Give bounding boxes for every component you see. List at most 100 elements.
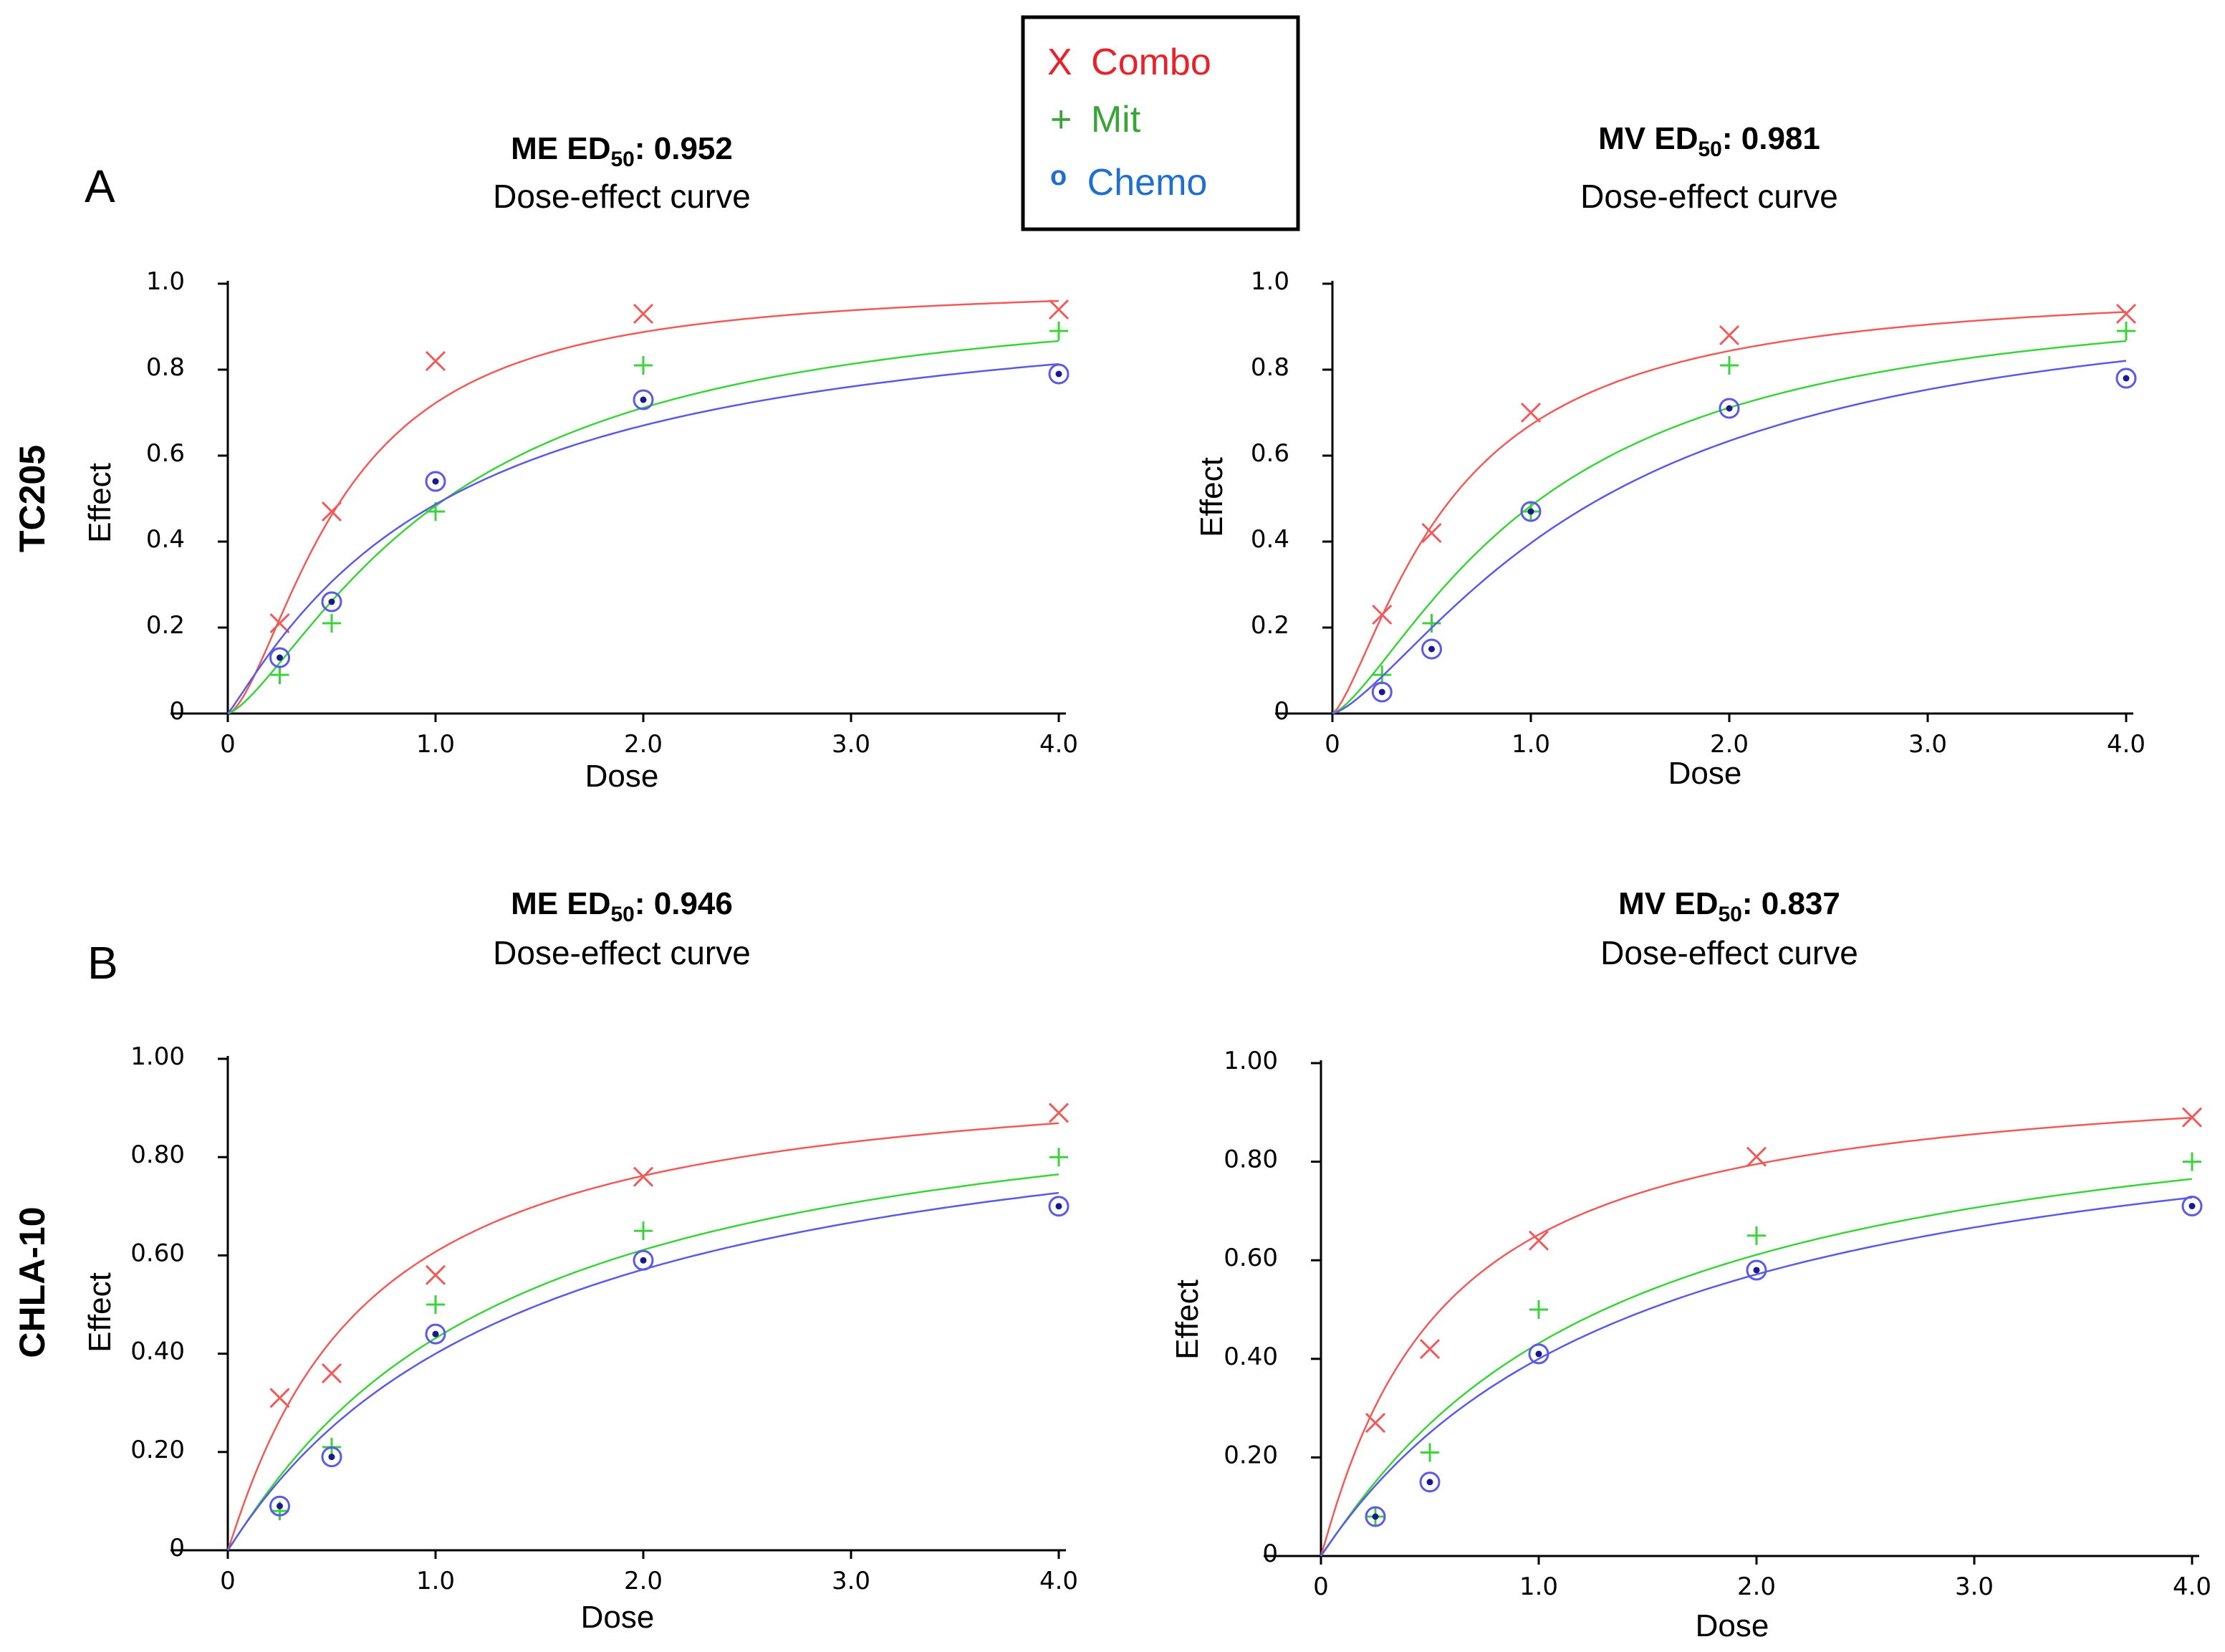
point-combo xyxy=(2115,303,2137,325)
point-combo xyxy=(1048,1103,1070,1123)
y-tick-label: 1.0 xyxy=(146,267,185,296)
curve-chemo xyxy=(226,1191,1059,1551)
chart-title: ME ED50: 0.946 xyxy=(511,886,733,926)
x-axis-label: Dose xyxy=(581,1600,655,1635)
y-axis-label: Effect xyxy=(1170,1279,1205,1360)
point-chemo xyxy=(321,591,342,613)
chart-title: MV ED50: 0.837 xyxy=(1618,886,1840,926)
legend: X Combo + Mit o Chemo xyxy=(1021,15,1300,231)
curve-combo xyxy=(1332,311,2127,714)
curve-mit xyxy=(1320,1178,2193,1557)
point-mit xyxy=(1049,1148,1068,1167)
point-combo xyxy=(425,350,446,372)
y-tick-label: 0.60 xyxy=(130,1239,185,1267)
curve-mit xyxy=(227,340,1059,715)
x-tick-label: 0 xyxy=(1325,730,1340,759)
y-tick-label: 0.6 xyxy=(1251,439,1289,468)
x-tick-label: 0 xyxy=(220,730,236,759)
x-axis-label: Dose xyxy=(1696,1608,1769,1643)
y-tick-label: 0 xyxy=(1262,1540,1278,1568)
point-mit xyxy=(322,614,341,633)
point-combo xyxy=(1520,402,1542,423)
x-axis-label: Dose xyxy=(1668,756,1742,791)
point-chemo xyxy=(1746,1259,1767,1281)
chart-subtitle: Dose-effect curve xyxy=(493,178,751,215)
point-combo xyxy=(633,303,654,325)
x-tick-label: 3.0 xyxy=(832,1567,870,1595)
x-axis-label: Dose xyxy=(585,759,659,794)
x-tick-label: 0 xyxy=(220,1567,236,1595)
chart-tc205-me: ME ED50: 0.952 Dose-effect curve Dose Ef… xyxy=(82,131,1078,794)
y-tick-label: 1.0 xyxy=(1251,267,1289,296)
x-tick-label: 2.0 xyxy=(1710,730,1749,759)
x-tick-label: 1.0 xyxy=(416,730,455,759)
x-tick-label: 1.0 xyxy=(1512,730,1550,759)
point-chemo xyxy=(1048,363,1070,385)
y-tick-label: 0.40 xyxy=(130,1338,185,1366)
x-tick-label: 2.0 xyxy=(1737,1572,1776,1601)
x-tick-label: 1.0 xyxy=(416,1567,455,1595)
point-combo xyxy=(1365,1413,1386,1434)
x-tick-label: 3.0 xyxy=(1955,1572,1994,1601)
y-tick-label: 0.80 xyxy=(130,1140,185,1169)
y-tick-label: 0 xyxy=(1274,697,1289,726)
chart-subtitle: Dose-effect curve xyxy=(493,934,751,971)
curve-mit xyxy=(1332,340,2127,715)
curve-chemo xyxy=(227,362,1059,714)
plot-area: 0 0.20 0.40 0.60 0.80 1.00 0 1.0 2.0 3.0 4.0 xyxy=(130,1042,1078,1595)
plot-area: 0 0.20 0.40 0.60 0.80 1.00 0 1.0 2.0 3.0 4.0 xyxy=(1224,1047,2211,1601)
point-combo xyxy=(1048,299,1070,320)
chart-title: MV ED50: 0.981 xyxy=(1598,121,1820,161)
point-mit xyxy=(1747,1226,1766,1245)
point-combo xyxy=(321,501,342,522)
point-chemo xyxy=(1719,398,1740,419)
y-tick-label: 1.00 xyxy=(1224,1047,1278,1075)
curve-combo xyxy=(1320,1116,2193,1557)
point-combo xyxy=(321,1363,342,1384)
y-tick-label: 1.00 xyxy=(130,1042,185,1071)
legend-item-mit: + Mit xyxy=(1050,99,1141,140)
x-tick-label: 3.0 xyxy=(832,730,870,759)
y-tick-label: 0.2 xyxy=(146,611,185,640)
point-chemo xyxy=(633,1249,654,1271)
point-combo xyxy=(1419,1338,1441,1360)
legend-label-mit: Mit xyxy=(1091,99,1141,140)
legend-item-combo: X Combo xyxy=(1047,42,1211,83)
x-tick-label: 2.0 xyxy=(624,1567,663,1595)
cell-line-label-a: TC205 xyxy=(12,445,52,552)
y-tick-label: 0.4 xyxy=(1251,525,1289,554)
panel-letter-a: A xyxy=(85,160,115,212)
panel-letter-b: B xyxy=(87,937,118,989)
point-chemo xyxy=(1421,638,1442,660)
point-chemo xyxy=(321,1446,342,1468)
legend-marker-mit: + xyxy=(1050,99,1072,140)
point-combo xyxy=(269,613,290,634)
x-tick-label: 4.0 xyxy=(2173,1572,2211,1601)
point-mit xyxy=(2117,322,2135,340)
curve-combo xyxy=(227,299,1059,715)
curve-combo xyxy=(226,1122,1059,1551)
point-combo xyxy=(1372,604,1393,625)
x-tick-label: 4.0 xyxy=(1039,730,1078,759)
y-tick-label: 0.20 xyxy=(1224,1441,1278,1469)
chart-tc205-mv: MV ED50: 0.981 Dose-effect curve Dose Ef… xyxy=(1194,121,2145,791)
point-mit xyxy=(1049,322,1068,340)
point-mit xyxy=(1422,614,1441,633)
point-chemo xyxy=(269,647,290,668)
y-tick-label: 0.8 xyxy=(1251,353,1289,382)
x-tick-label: 0 xyxy=(1313,1572,1329,1601)
point-chemo xyxy=(633,389,654,410)
point-chemo xyxy=(2181,1196,2203,1217)
point-chemo xyxy=(1371,681,1393,703)
y-axis-label: Effect xyxy=(1194,457,1229,537)
y-tick-label: 0.8 xyxy=(146,353,185,382)
point-mit xyxy=(426,1295,445,1314)
point-mit xyxy=(634,356,653,375)
curve-mit xyxy=(226,1173,1059,1551)
y-axis-label: Effect xyxy=(82,463,117,543)
y-tick-label: 0.4 xyxy=(146,525,185,554)
point-combo xyxy=(1528,1230,1549,1251)
plot-area: 0 0.2 0.4 0.6 0.8 1.0 0 1.0 2.0 3.0 4.0 xyxy=(1251,267,2145,759)
curve-chemo xyxy=(1332,360,2127,715)
plot-area: 0 0.2 0.4 0.6 0.8 1.0 0 1.0 2.0 3.0 4.0 xyxy=(146,267,1078,759)
